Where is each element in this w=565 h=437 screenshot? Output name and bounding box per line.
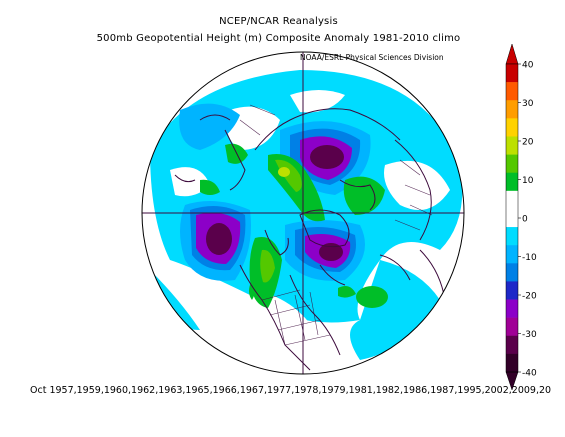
anomaly-region	[226, 106, 280, 150]
colorbar-block	[506, 335, 518, 355]
coastline-asia-east	[224, 129, 246, 191]
map-border	[141, 51, 465, 375]
colorbar-top-arrow	[505, 43, 519, 65]
colorbar-tick-label: -40	[522, 369, 537, 379]
anomaly-region	[200, 179, 220, 195]
coastlines	[174, 108, 446, 371]
anomaly-region	[338, 286, 356, 298]
anomaly-region	[150, 270, 200, 330]
coastline-europe	[394, 139, 432, 241]
colorbar-block	[506, 172, 518, 192]
colorbar-tick-label: 0	[522, 215, 528, 225]
anomaly-region	[260, 249, 275, 283]
border-lines	[394, 159, 433, 231]
colorbar-tick-label: 20	[522, 138, 534, 148]
anomaly-region	[356, 286, 388, 308]
coastline-kamchatka	[199, 114, 231, 121]
anomaly-region	[350, 260, 440, 360]
map-subtitle: 500mb Geopotential Height (m) Composite …	[96, 33, 461, 44]
anomaly-maximum	[278, 167, 290, 177]
colorbar-block	[506, 100, 518, 119]
colorbar-labels: 40 30 20 10 0 -10 -20 -30 -40	[518, 61, 537, 379]
coastline-eurasia-arctic	[254, 108, 401, 151]
colorbar-block	[506, 82, 518, 101]
anomaly-region	[384, 160, 450, 210]
coastline-scandinavia	[339, 179, 376, 211]
composite-dates: Oct 1957,1959,1960,1962,1963,1965,1966,1…	[30, 385, 552, 396]
anomaly-minimum	[206, 223, 232, 255]
coastline-labrador	[319, 264, 346, 286]
colorbar-block	[506, 353, 518, 373]
colorbar-tick-label: -20	[522, 292, 537, 302]
coastline-north-america-west	[239, 264, 311, 371]
credit-label: NOAA/ESRL Physical Sciences Division	[300, 53, 444, 62]
colorbar-block	[506, 118, 518, 137]
colorbar-block	[506, 64, 518, 83]
colorbar-tick-label: -10	[522, 253, 537, 263]
coastline-iberia	[379, 254, 411, 281]
colorbar-block	[506, 154, 518, 174]
coastline-hudson-bay	[264, 229, 289, 256]
anomaly-region	[179, 103, 240, 150]
colorbar-tick-label: 10	[522, 176, 534, 186]
border-lines	[239, 104, 276, 136]
colorbar-block	[506, 245, 518, 264]
colorbar-block	[506, 263, 518, 282]
coastline-greenland	[299, 209, 350, 248]
anomaly-minimum	[319, 243, 343, 261]
border-lines	[261, 289, 331, 346]
map-title: NCEP/NCAR Reanalysis	[219, 16, 338, 27]
coastline-north-america-east	[289, 274, 341, 356]
colorbar-block	[506, 299, 518, 318]
anomaly-region	[249, 280, 255, 300]
colorbar-block	[506, 317, 518, 337]
colorbar-block	[506, 136, 518, 155]
coastline-japan	[174, 174, 196, 183]
colorbar-tick-label: 40	[522, 61, 534, 71]
colorbar-tick-label: 30	[522, 99, 534, 109]
colorbar-block	[506, 227, 518, 246]
political-borders	[239, 104, 433, 346]
colorbar-blocks	[505, 43, 519, 391]
colorbar-block	[506, 208, 518, 228]
colorbar-block	[506, 281, 518, 300]
colorbar-block	[506, 190, 518, 210]
anomaly-minimum	[310, 145, 344, 169]
colorbar-tick-label: -30	[522, 330, 537, 340]
anomaly-region	[290, 90, 345, 113]
